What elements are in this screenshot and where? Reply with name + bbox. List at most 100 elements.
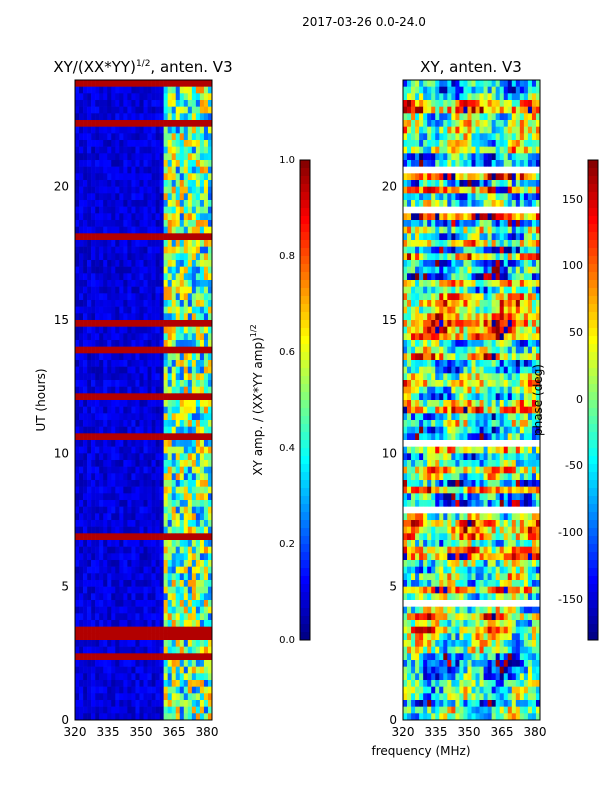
amplitude-cell <box>107 280 112 287</box>
phase-cell <box>435 126 440 134</box>
phase-cell <box>439 106 444 114</box>
amplitude-cell <box>167 513 173 521</box>
phase-cell <box>499 360 505 367</box>
amplitude-cell <box>111 326 116 334</box>
amplitude-cell <box>171 280 177 287</box>
phase-cell <box>483 320 488 327</box>
amplitude-cell <box>203 426 209 434</box>
amplitude-cell <box>167 420 173 427</box>
amplitude-cell <box>179 173 185 181</box>
amplitude-cell <box>87 506 92 514</box>
amplitude-cell <box>87 340 92 347</box>
amplitude-cell <box>195 426 201 434</box>
phase-cell <box>443 240 448 247</box>
phase-cell <box>403 93 408 101</box>
amplitude-cell <box>155 266 160 274</box>
amplitude-cell <box>91 106 96 114</box>
amplitude-cell <box>107 160 112 167</box>
phase-cell <box>535 306 541 314</box>
amplitude-cell <box>139 486 144 494</box>
phase-cell <box>431 373 436 381</box>
phase-cell <box>503 326 509 334</box>
phase-cell <box>515 86 521 94</box>
amplitude-cell <box>187 280 193 287</box>
amplitude-cell <box>83 606 88 614</box>
amplitude-cell <box>163 393 168 401</box>
amplitude-cell <box>195 633 201 641</box>
amplitude-cell <box>135 226 140 234</box>
phase-cell <box>451 300 456 307</box>
amplitude-cell <box>87 146 92 154</box>
amplitude-cell <box>183 133 189 141</box>
phase-cell <box>471 373 476 381</box>
amplitude-cell <box>191 486 197 494</box>
amplitude-cell <box>207 460 213 467</box>
phase-cell <box>475 346 480 354</box>
amplitude-cell <box>179 553 185 561</box>
amplitude-cell <box>191 246 197 254</box>
amplitude-cell <box>111 206 116 214</box>
amplitude-cell <box>111 653 116 661</box>
phase-cell <box>471 160 476 167</box>
amplitude-cell <box>99 646 104 654</box>
amplitude-cell <box>187 566 193 574</box>
phase-cell <box>435 306 440 314</box>
amplitude-cell <box>119 613 124 621</box>
amplitude-cell <box>131 500 136 507</box>
amplitude-cell <box>103 580 108 587</box>
amplitude-cell <box>147 700 152 707</box>
phase-cell <box>419 173 424 181</box>
amplitude-cell <box>103 353 108 361</box>
amplitude-cell <box>131 346 136 354</box>
amplitude-cell <box>91 593 96 601</box>
amplitude-cell <box>79 120 84 127</box>
amplitude-cell <box>79 653 84 661</box>
phase-cell <box>419 80 424 87</box>
phase-cell <box>463 326 468 334</box>
phase-cell <box>523 126 529 134</box>
amplitude-cell <box>103 486 108 494</box>
amplitude-cell <box>135 673 140 681</box>
phase-cell <box>511 373 517 381</box>
amplitude-cell <box>191 633 197 641</box>
phase-cell <box>495 380 501 387</box>
amplitude-cell <box>207 433 213 441</box>
amplitude-cell <box>143 606 148 614</box>
amplitude-cell <box>147 246 152 254</box>
amplitude-cell <box>199 240 205 247</box>
amplitude-cell <box>119 540 124 547</box>
amplitude-cell <box>127 466 132 474</box>
amplitude-cell <box>203 700 209 707</box>
phase-cell <box>447 180 452 187</box>
amplitude-cell <box>107 93 112 101</box>
phase-cell <box>479 193 484 201</box>
colorbar-segment <box>300 328 310 337</box>
amplitude-cell <box>163 633 168 641</box>
amplitude-cell <box>159 166 164 174</box>
amplitude-cell <box>199 340 205 347</box>
phase-cell <box>451 200 456 207</box>
amplitude-cell <box>175 620 181 627</box>
amplitude-cell <box>79 440 84 447</box>
amplitude-cell <box>99 126 104 134</box>
amplitude-cell <box>159 153 164 161</box>
phase-cell <box>519 86 525 94</box>
amplitude-cell <box>139 500 144 507</box>
amplitude-cell <box>95 86 100 94</box>
amplitude-cell <box>179 453 185 461</box>
amplitude-cell <box>207 140 213 147</box>
phase-cell <box>499 240 505 247</box>
amplitude-cell <box>127 206 132 214</box>
amplitude-cell <box>79 300 84 307</box>
amplitude-cell <box>119 320 124 327</box>
amplitude-cell <box>191 80 197 87</box>
amplitude-cell <box>75 713 80 721</box>
phase-cell <box>495 180 501 187</box>
amplitude-cell <box>187 466 193 474</box>
amplitude-cell <box>207 366 213 374</box>
amplitude-cell <box>199 266 205 274</box>
phase-cell <box>443 286 448 294</box>
phase-cell <box>419 313 424 321</box>
amplitude-cell <box>75 93 80 101</box>
amplitude-cell <box>131 286 136 294</box>
